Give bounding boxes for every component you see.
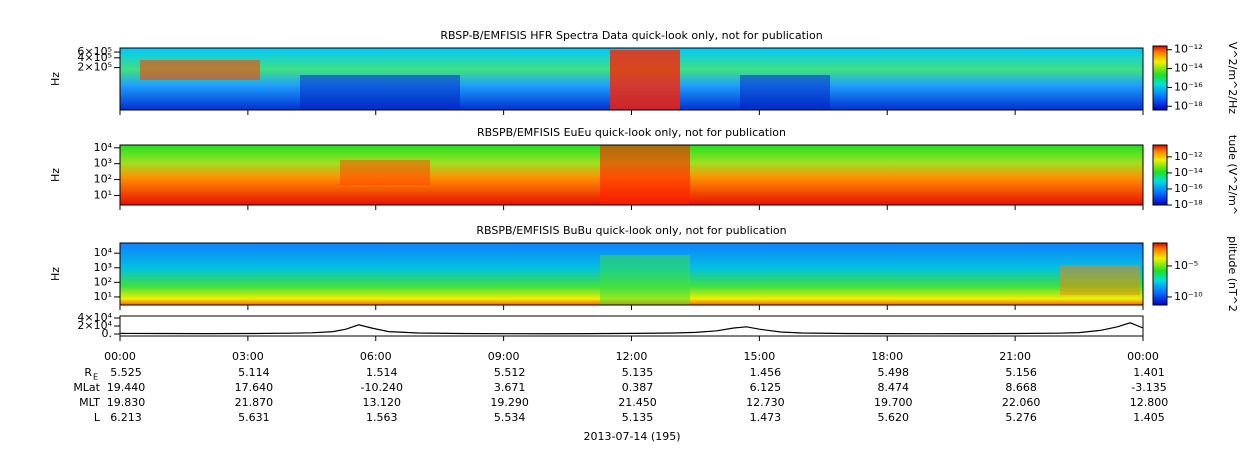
y-tick-label: 10¹	[94, 188, 112, 201]
line-series	[119, 322, 1144, 335]
colorbar-frame	[1152, 144, 1168, 206]
y-tick-label: 10³	[94, 261, 112, 274]
ephemeris-value: 0.387	[622, 381, 654, 394]
y-tick-label: 10²	[94, 173, 112, 186]
ephemeris-row-label-sub: E	[93, 373, 98, 382]
colorbar-tick-label: 10⁻¹⁴	[1174, 62, 1203, 75]
ephemeris-value: 12.800	[1130, 396, 1169, 409]
x-tick-label: 21:00	[999, 350, 1031, 363]
ephemeris-value: 5.498	[878, 366, 910, 379]
ephemeris-value: 1.473	[750, 411, 782, 424]
colorbar-tick-label: 10⁻¹⁶	[1174, 80, 1203, 93]
ephemeris-value: 1.405	[1133, 411, 1165, 424]
y-tick-label: 4×10⁴	[77, 311, 112, 324]
x-tick-label: 00:00	[104, 350, 136, 363]
colorbar-tick-label: 10⁻¹⁰	[1174, 290, 1203, 303]
x-tick-label: 09:00	[488, 350, 520, 363]
ephemeris-value: 8.668	[1005, 381, 1037, 394]
date-label: 2013-07-14 (195)	[583, 430, 680, 443]
x-tick-label: 03:00	[232, 350, 264, 363]
y-tick-label: 4×10⁵	[77, 51, 112, 64]
ephemeris-value: 19.290	[490, 396, 529, 409]
x-tick-label: 18:00	[871, 350, 903, 363]
ephemeris-value: 5.512	[494, 366, 526, 379]
y-tick-label: 6×10⁵	[77, 45, 112, 58]
y-axis-label: Hz	[49, 168, 62, 182]
panel-title: RBSPB/EMFISIS BuBu quick-look only, not …	[476, 224, 786, 237]
y-tick-label: 10¹	[94, 290, 112, 303]
ephemeris-value: 21.870	[235, 396, 274, 409]
spectra-decoration	[120, 46, 1167, 305]
ephemeris-row-label: MLT	[79, 396, 100, 409]
ephemeris-value: 1.401	[1133, 366, 1165, 379]
ephemeris-value: 6.213	[110, 411, 142, 424]
ephemeris-value: 21.450	[618, 396, 657, 409]
ephemeris-value: 1.514	[366, 366, 398, 379]
x-tick-label: 12:00	[616, 350, 648, 363]
ephemeris-value: -10.240	[361, 381, 403, 394]
colorbar-label: V^2/m^2/Hz	[1226, 42, 1239, 114]
ephemeris-value: 1.456	[750, 366, 782, 379]
y-tick-label: 10²	[94, 275, 112, 288]
colorbar-frame	[1152, 45, 1168, 111]
ephemeris-value: 17.640	[235, 381, 274, 394]
ephemeris-value: 5.114	[238, 366, 270, 379]
ephemeris-value: 6.125	[750, 381, 782, 394]
ephemeris-row-label: MLat	[73, 381, 100, 394]
ephemeris-value: 19.440	[107, 381, 146, 394]
ephemeris-value: 5.156	[1005, 366, 1037, 379]
x-tick-label: 06:00	[360, 350, 392, 363]
colorbar-frame	[1152, 242, 1168, 306]
colorbar-tick-label: 10⁻¹⁶	[1174, 182, 1203, 195]
panel-title: RBSP-B/EMFISIS HFR Spectra Data quick-lo…	[440, 29, 822, 42]
colorbar-label: tude (V^2/m^	[1226, 135, 1239, 215]
colorbar-tick-label: 10⁻¹⁸	[1174, 198, 1203, 211]
ephemeris-value: 5.135	[622, 366, 654, 379]
y-axis-label: Hz	[49, 72, 62, 86]
colorbar-label: plitude (nT^2	[1226, 236, 1239, 312]
ephemeris-value: 3.671	[494, 381, 526, 394]
ephemeris-value: 5.525	[110, 366, 142, 379]
ephemeris-value: 5.276	[1005, 411, 1037, 424]
y-tick-label: 10⁴	[94, 246, 113, 259]
ephemeris-value: 1.563	[366, 411, 398, 424]
ephemeris-value: 5.534	[494, 411, 526, 424]
ephemeris-value: 13.120	[363, 396, 402, 409]
ephemeris-value: 5.620	[878, 411, 910, 424]
colorbar-tick-label: 10⁻¹⁸	[1174, 99, 1203, 112]
ephemeris-value: 19.830	[107, 396, 146, 409]
y-tick-label: 2×10⁵	[77, 61, 112, 74]
x-tick-label: 00:00	[1127, 350, 1159, 363]
ephemeris-value: 5.631	[238, 411, 270, 424]
ephemeris-value: 19.700	[874, 396, 913, 409]
x-tick-label: 15:00	[744, 350, 776, 363]
colorbar-tick-label: 10⁻¹⁴	[1174, 166, 1203, 179]
y-axis-label: Hz	[49, 267, 62, 281]
ephemeris-value: 8.474	[878, 381, 910, 394]
ephemeris-value: 22.060	[1002, 396, 1041, 409]
ephemeris-value: 12.730	[746, 396, 785, 409]
y-tick-label: 0.	[102, 327, 113, 340]
ephemeris-value: 5.135	[622, 411, 654, 424]
ephemeris-value: -3.135	[1131, 381, 1166, 394]
y-tick-label: 10⁴	[94, 141, 113, 154]
y-tick-label: 2×10⁴	[77, 319, 112, 332]
ephemeris-row-label: L	[94, 411, 101, 424]
colorbar-tick-label: 10⁻¹²	[1174, 43, 1203, 56]
y-tick-label: 10³	[94, 157, 112, 170]
colorbar-tick-label: 10⁻⁵	[1174, 259, 1198, 272]
panel-title: RBSPB/EMFISIS EuEu quick-look only, not …	[477, 126, 786, 139]
ephemeris-row-label: R	[84, 366, 92, 379]
colorbar-tick-label: 10⁻¹²	[1174, 150, 1203, 163]
